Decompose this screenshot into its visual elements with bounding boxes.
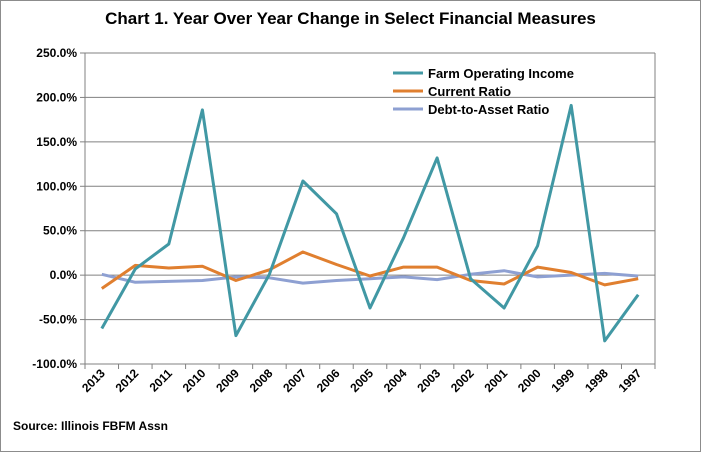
x-tick-label: 2005 xyxy=(347,366,376,395)
x-tick-label: 2006 xyxy=(314,366,343,395)
x-tick-label: 1998 xyxy=(582,366,611,395)
y-tick-label: 50.0% xyxy=(43,224,77,238)
y-tick-label: -50.0% xyxy=(39,313,77,327)
x-tick-label: 2008 xyxy=(247,366,276,395)
x-tick-label: 2013 xyxy=(79,366,108,395)
chart-title: Chart 1. Year Over Year Change in Select… xyxy=(105,9,596,28)
y-tick-label: 200.0% xyxy=(36,90,77,104)
legend-label: Debt-to-Asset Ratio xyxy=(428,102,549,117)
y-tick-label: -100.0% xyxy=(32,357,77,371)
x-tick-label: 2004 xyxy=(381,366,410,395)
y-tick-label: 0.0% xyxy=(50,268,78,282)
series-line xyxy=(100,103,640,343)
x-tick-label: 2000 xyxy=(515,366,544,395)
source-note: Source: Illinois FBFM Assn xyxy=(13,419,168,433)
x-tick-label: 1997 xyxy=(616,366,645,395)
x-tick-label: 2010 xyxy=(180,366,209,395)
legend-label: Current Ratio xyxy=(428,84,511,99)
legend-label: Farm Operating Income xyxy=(428,66,574,81)
x-tick-label: 2002 xyxy=(448,366,477,395)
x-tick-label: 2001 xyxy=(481,366,510,395)
x-tick-label: 2003 xyxy=(414,366,443,395)
y-tick-label: 100.0% xyxy=(36,179,77,193)
series-line xyxy=(101,269,639,285)
y-tick-label: 250.0% xyxy=(36,46,77,60)
x-tick-label: 2012 xyxy=(113,366,142,395)
x-tick-label: 2007 xyxy=(280,366,309,395)
x-tick-label: 2009 xyxy=(213,366,242,395)
y-tick-label: 150.0% xyxy=(36,135,77,149)
x-tick-label: 2011 xyxy=(147,366,176,395)
x-tick-label: 1999 xyxy=(549,366,578,395)
series-line xyxy=(100,250,639,290)
